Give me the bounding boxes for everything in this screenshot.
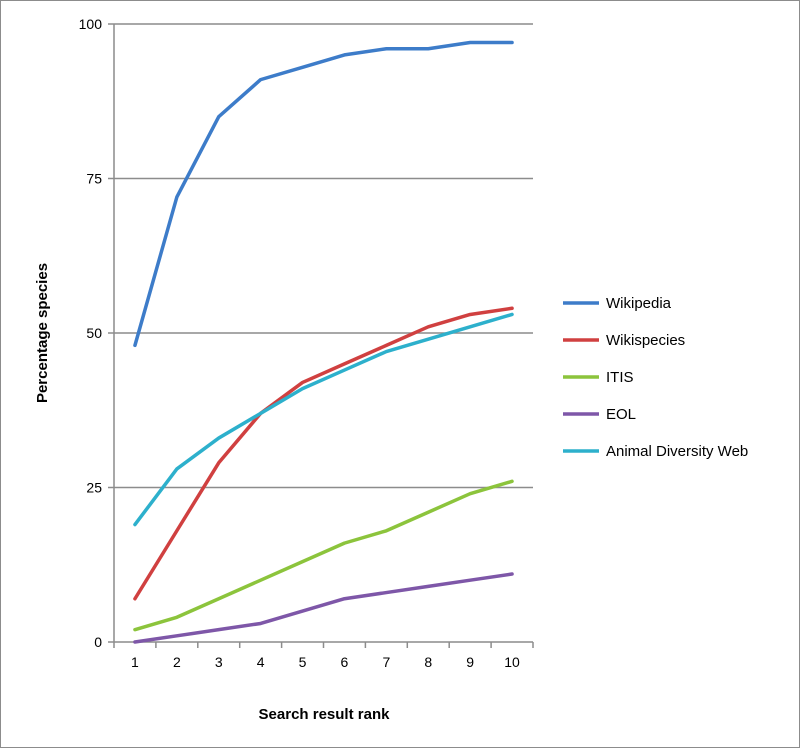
legend-label: ITIS bbox=[606, 369, 634, 386]
x-tick-label: 10 bbox=[504, 654, 520, 670]
series-line-eol bbox=[135, 574, 512, 642]
y-tick-label: 50 bbox=[86, 325, 102, 341]
x-tick-label: 9 bbox=[466, 654, 474, 670]
legend-label: EOL bbox=[606, 406, 636, 423]
series-line-wikispecies bbox=[135, 308, 512, 598]
series-line-animal-diversity-web bbox=[135, 314, 512, 524]
legend-label: Animal Diversity Web bbox=[606, 443, 748, 460]
y-tick-label: 0 bbox=[94, 634, 102, 650]
legend-label: Wikipedia bbox=[606, 295, 672, 312]
x-tick-label: 4 bbox=[257, 654, 265, 670]
x-tick-label: 8 bbox=[424, 654, 432, 670]
x-tick-label: 2 bbox=[173, 654, 181, 670]
x-tick-label: 7 bbox=[382, 654, 390, 670]
y-tick-label: 75 bbox=[86, 171, 102, 187]
series-line-itis bbox=[135, 481, 512, 629]
x-tick-label: 3 bbox=[215, 654, 223, 670]
x-tick-label: 6 bbox=[341, 654, 349, 670]
x-axis-label: Search result rank bbox=[259, 706, 391, 723]
y-tick-label: 100 bbox=[79, 16, 103, 32]
x-tick-label: 1 bbox=[131, 654, 139, 670]
x-tick-label: 5 bbox=[299, 654, 307, 670]
y-tick-label: 25 bbox=[86, 480, 102, 496]
y-axis-label: Percentage species bbox=[34, 263, 51, 403]
legend-label: Wikispecies bbox=[606, 332, 685, 349]
series-line-wikipedia bbox=[135, 43, 512, 346]
